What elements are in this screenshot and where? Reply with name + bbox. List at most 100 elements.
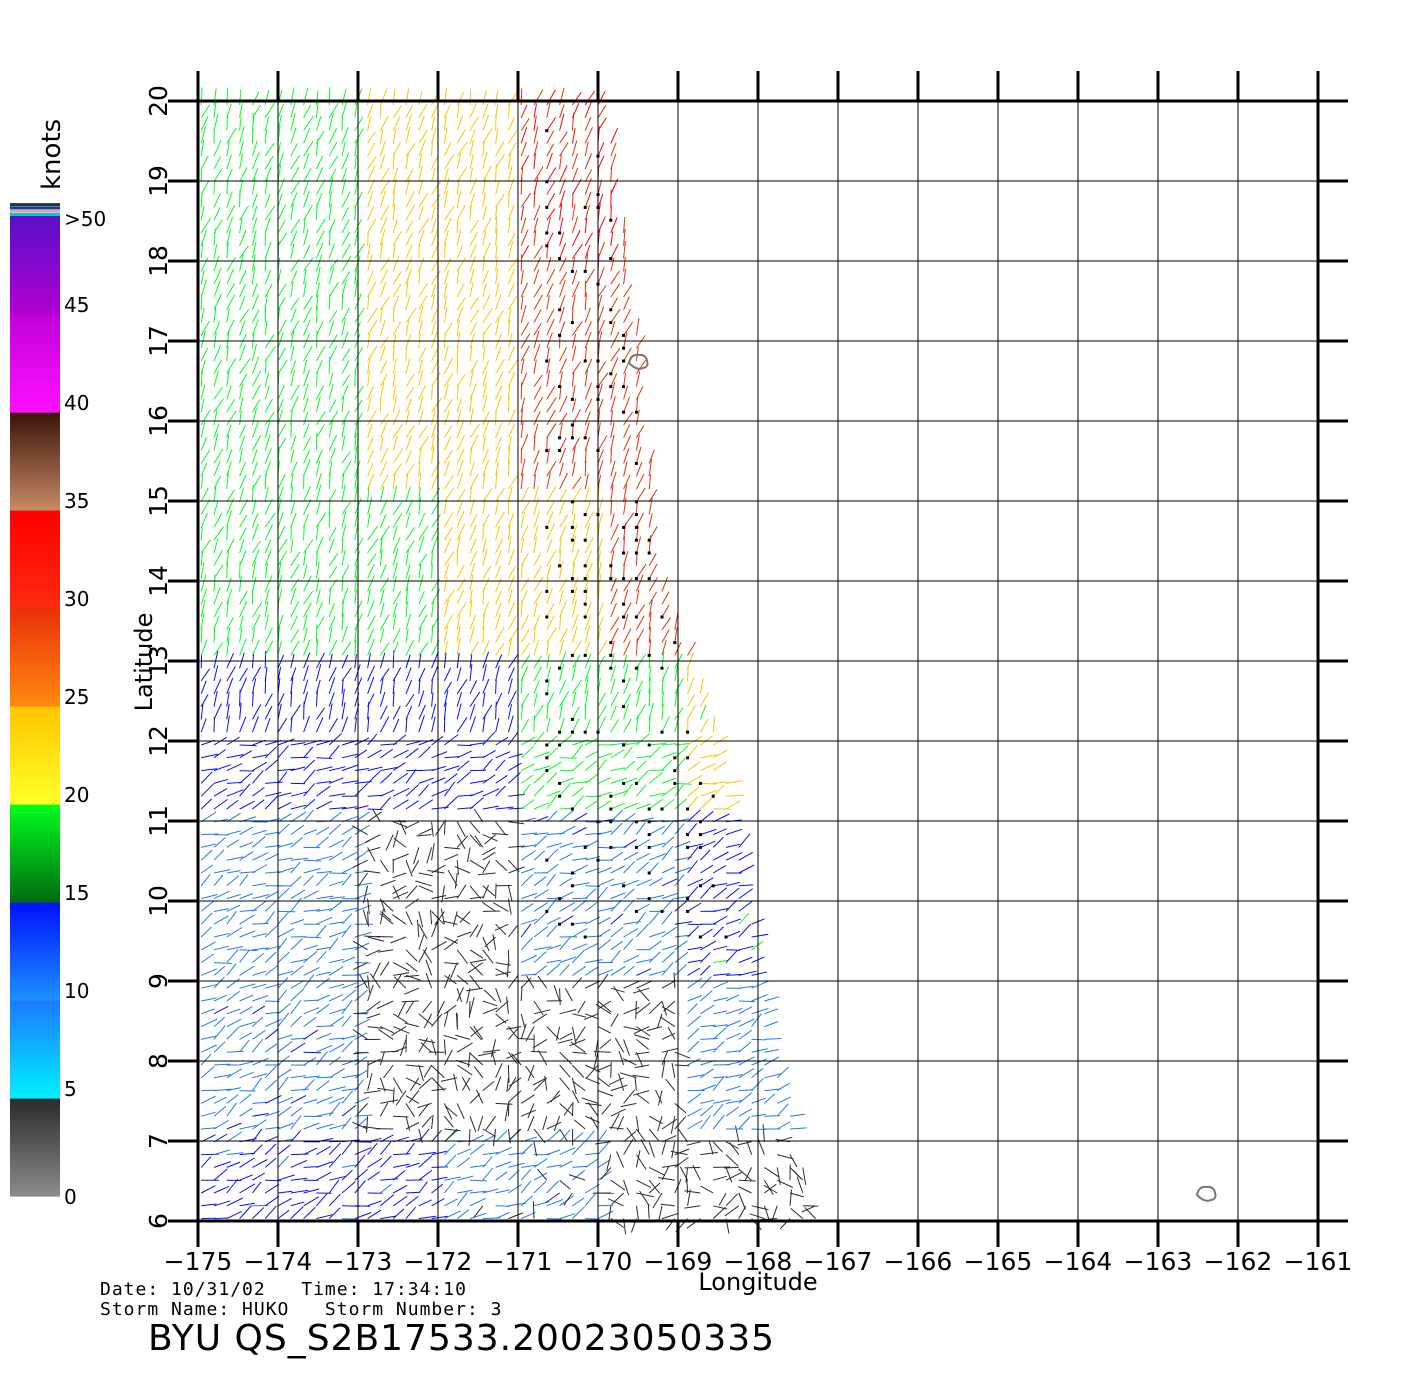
wind-vector [776,1096,792,1104]
wind-vector [571,513,576,528]
wind-vector [226,331,230,349]
wind-vector [572,1141,585,1155]
wind-vector [303,691,308,707]
wind-vector [584,737,599,746]
wind-vector [559,422,563,438]
wind-vector [200,562,205,579]
wind-vector [559,777,574,784]
wind-vector [290,1159,308,1168]
product-title: BYU QS_S2B17533.20023050335 [148,1318,776,1359]
wind-vector [469,116,479,131]
wind-vector [559,651,567,669]
wind-vector [473,1066,484,1079]
wind-vector [213,1168,228,1181]
colorbar-band [10,804,60,903]
wind-vector [405,450,412,464]
wind-vector [700,952,711,963]
wind-vector [200,384,206,400]
wind-vector [431,383,433,400]
wind-vector [226,241,229,259]
wind-vector [354,575,358,592]
rain-flag [583,513,587,517]
wind-vector [456,384,459,400]
wind-vector [559,437,567,451]
wind-vector [354,511,359,528]
wind-vector [356,1103,368,1116]
wind-vector [635,461,643,477]
rain-flag [545,525,549,529]
wind-vector [200,612,205,630]
wind-vector [699,692,710,707]
wind-vector [635,409,640,426]
rain-flag [570,577,574,581]
wind-vector [635,397,639,413]
latitude-tick-label: 9 [144,973,173,989]
wind-vector [418,604,427,618]
wind-vector [636,853,650,861]
wind-vector [201,983,219,989]
wind-vector [649,842,666,848]
wind-vector [738,1179,756,1182]
wind-vector [201,1111,216,1117]
wind-vector [597,846,616,849]
wind-vector [495,194,505,208]
wind-vector [379,190,387,208]
wind-vector [495,318,500,336]
wind-vector [239,626,243,643]
wind-vector [456,115,464,131]
wind-vector [495,968,509,976]
wind-vector [277,319,287,336]
wind-vector [405,1064,424,1068]
wind-vector [277,1068,292,1079]
wind-vector [367,231,369,246]
wind-vector [341,231,351,247]
wind-vector [252,770,264,784]
wind-vector [623,965,635,976]
wind-vector [495,1019,509,1028]
wind-vector [725,800,741,810]
wind-vector [290,876,302,887]
wind-vector [239,874,249,887]
rain-flag [634,551,638,555]
wind-vector [469,716,476,733]
wind-vector [392,891,409,900]
wind-vector [597,1077,611,1088]
wind-vector [315,484,322,502]
wind-vector [507,192,510,208]
wind-vector [213,255,220,272]
rain-flag [673,641,677,645]
wind-vector [507,232,516,247]
wind-vector [392,762,406,772]
wind-vector [559,810,574,823]
wind-vector [597,1210,614,1220]
wind-vector [610,283,621,298]
wind-vector [341,626,348,643]
wind-vector [392,734,407,746]
wind-vector [226,1152,244,1156]
wind-vector [201,968,218,976]
wind-vector [316,1112,334,1117]
wind-vector [401,1000,419,1003]
rain-flag [558,449,562,453]
wind-vector [380,1141,392,1155]
wind-vector [265,1000,280,1002]
rain-flag [545,679,549,683]
wind-vector [316,1051,328,1066]
wind-vector [687,694,696,707]
wind-vector [213,764,231,772]
wind-vector [494,923,509,931]
wind-vector [264,1095,282,1104]
wind-vector [610,217,618,234]
wind-vector [200,694,209,707]
wind-vector [315,500,321,515]
wind-vector [264,1028,279,1040]
wind-vector [573,1119,586,1130]
wind-vector [571,153,578,170]
wind-vector [623,703,629,720]
wind-vector [495,590,502,605]
wind-vector [610,691,619,707]
wind-vector [546,627,558,643]
wind-vector [303,890,319,900]
rain-flag [622,385,626,389]
wind-vector [226,103,232,118]
